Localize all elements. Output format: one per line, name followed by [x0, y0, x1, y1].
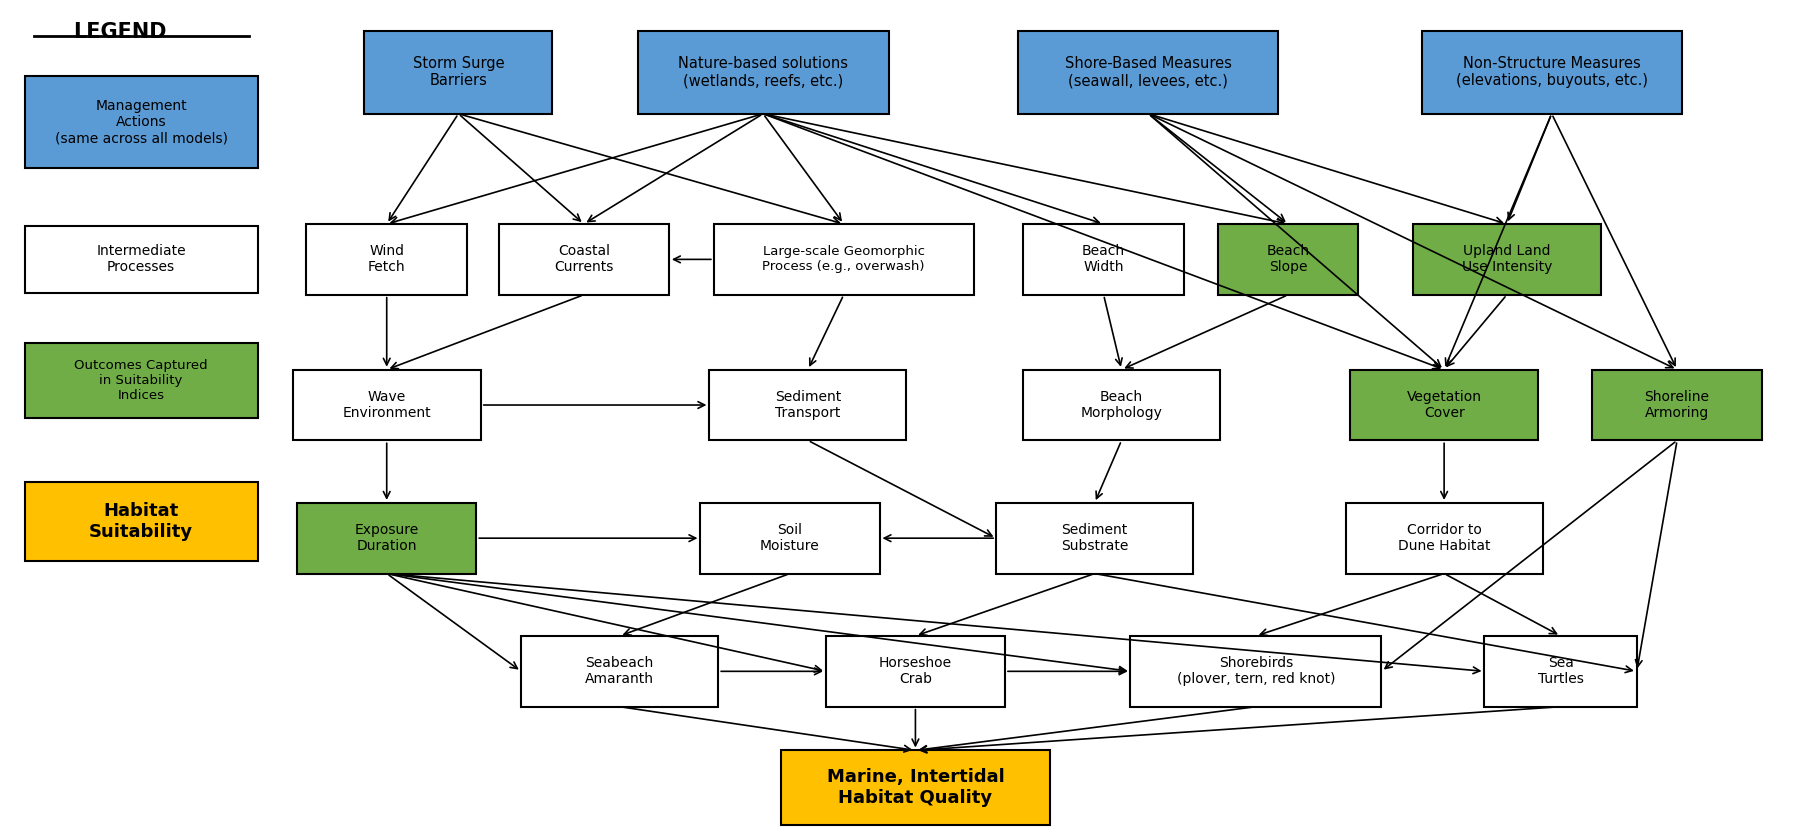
Text: Upland Land
Use Intensity: Upland Land Use Intensity	[1461, 245, 1553, 275]
FancyBboxPatch shape	[293, 370, 481, 440]
FancyBboxPatch shape	[714, 224, 973, 295]
FancyBboxPatch shape	[1346, 503, 1542, 574]
Text: Coastal
Currents: Coastal Currents	[555, 245, 614, 275]
FancyBboxPatch shape	[1422, 31, 1682, 114]
Text: Sediment
Transport: Sediment Transport	[775, 390, 842, 420]
FancyBboxPatch shape	[25, 76, 258, 168]
Text: Nature-based solutions
(wetlands, reefs, etc.): Nature-based solutions (wetlands, reefs,…	[679, 56, 847, 89]
Text: Management
Actions
(same across all models): Management Actions (same across all mode…	[54, 99, 228, 145]
FancyBboxPatch shape	[25, 482, 258, 561]
FancyBboxPatch shape	[499, 224, 670, 295]
Text: Horseshoe
Crab: Horseshoe Crab	[880, 656, 951, 686]
Text: Beach
Slope: Beach Slope	[1267, 245, 1310, 275]
Text: Habitat
Suitability: Habitat Suitability	[90, 502, 194, 541]
FancyBboxPatch shape	[1592, 370, 1763, 440]
Text: Marine, Intertidal
Habitat Quality: Marine, Intertidal Habitat Quality	[826, 768, 1003, 807]
Text: Corridor to
Dune Habitat: Corridor to Dune Habitat	[1398, 523, 1490, 554]
Text: Beach
Morphology: Beach Morphology	[1081, 390, 1163, 420]
Text: Storm Surge
Barriers: Storm Surge Barriers	[413, 56, 504, 89]
FancyBboxPatch shape	[307, 224, 467, 295]
FancyBboxPatch shape	[364, 31, 553, 114]
FancyBboxPatch shape	[1350, 370, 1538, 440]
Text: Sediment
Substrate: Sediment Substrate	[1061, 523, 1129, 554]
Text: Shoreline
Armoring: Shoreline Armoring	[1644, 390, 1709, 420]
FancyBboxPatch shape	[25, 226, 258, 292]
Text: Large-scale Geomorphic
Process (e.g., overwash): Large-scale Geomorphic Process (e.g., ov…	[763, 245, 924, 273]
Text: Vegetation
Cover: Vegetation Cover	[1407, 390, 1481, 420]
FancyBboxPatch shape	[709, 370, 906, 440]
Text: Exposure
Duration: Exposure Duration	[355, 523, 418, 554]
FancyBboxPatch shape	[700, 503, 880, 574]
Text: LEGEND: LEGEND	[74, 23, 167, 43]
FancyBboxPatch shape	[1023, 224, 1185, 295]
Text: Intermediate
Processes: Intermediate Processes	[97, 245, 187, 275]
Text: Soil
Moisture: Soil Moisture	[759, 523, 820, 554]
Text: Shorebirds
(plover, tern, red knot): Shorebirds (plover, tern, red knot)	[1178, 656, 1335, 686]
Text: Non-Structure Measures
(elevations, buyouts, etc.): Non-Structure Measures (elevations, buyo…	[1456, 56, 1648, 89]
FancyBboxPatch shape	[1219, 224, 1359, 295]
FancyBboxPatch shape	[1023, 370, 1221, 440]
FancyBboxPatch shape	[1018, 31, 1278, 114]
FancyBboxPatch shape	[25, 342, 258, 418]
FancyBboxPatch shape	[521, 636, 718, 706]
FancyBboxPatch shape	[781, 751, 1050, 825]
FancyBboxPatch shape	[1413, 224, 1601, 295]
FancyBboxPatch shape	[996, 503, 1194, 574]
FancyBboxPatch shape	[298, 503, 476, 574]
Text: Seabeach
Amaranth: Seabeach Amaranth	[585, 656, 653, 686]
FancyBboxPatch shape	[1131, 636, 1382, 706]
FancyBboxPatch shape	[1484, 636, 1637, 706]
Text: Sea
Turtles: Sea Turtles	[1538, 656, 1583, 686]
Text: Shore-Based Measures
(seawall, levees, etc.): Shore-Based Measures (seawall, levees, e…	[1064, 56, 1231, 89]
Text: Wave
Environment: Wave Environment	[343, 390, 431, 420]
FancyBboxPatch shape	[637, 31, 889, 114]
Text: Wind
Fetch: Wind Fetch	[368, 245, 406, 275]
Text: Beach
Width: Beach Width	[1082, 245, 1125, 275]
FancyBboxPatch shape	[826, 636, 1005, 706]
Text: Outcomes Captured
in Suitability
Indices: Outcomes Captured in Suitability Indices	[74, 358, 208, 402]
